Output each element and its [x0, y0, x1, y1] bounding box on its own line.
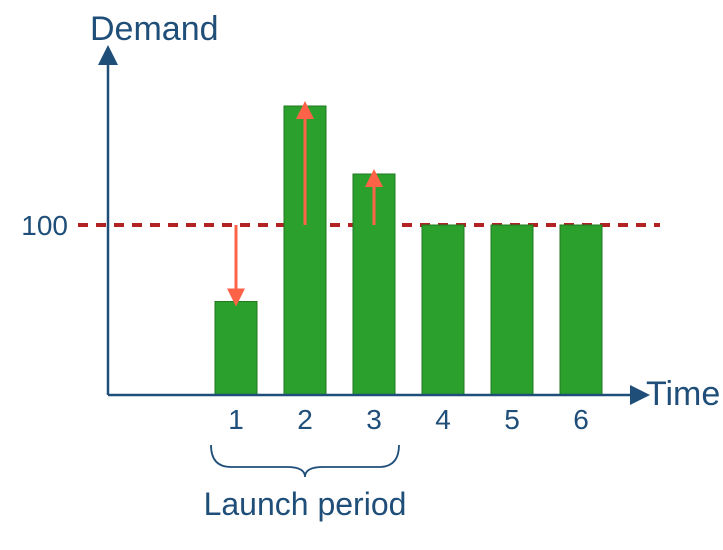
bar: [491, 225, 533, 395]
bar: [422, 225, 464, 395]
y-axis-label: Demand: [90, 10, 219, 48]
x-axis-label: Time: [646, 375, 720, 413]
demand-chart: 100 Demand Time 1 2 3 4 5 6 Launch period: [0, 0, 723, 550]
x-tick: 5: [504, 404, 520, 435]
bar: [560, 225, 602, 395]
x-tick: 1: [228, 404, 244, 435]
y-tick-label: 100: [21, 210, 68, 241]
launch-period-label: Launch period: [204, 486, 407, 522]
x-tick: 4: [435, 404, 451, 435]
x-tick: 2: [297, 404, 313, 435]
bars-group: [215, 106, 602, 395]
bar: [215, 302, 257, 396]
x-tick: 6: [573, 404, 589, 435]
launch-period-brace: [211, 445, 399, 477]
x-tick-labels: 1 2 3 4 5 6: [228, 404, 589, 435]
x-tick: 3: [366, 404, 382, 435]
